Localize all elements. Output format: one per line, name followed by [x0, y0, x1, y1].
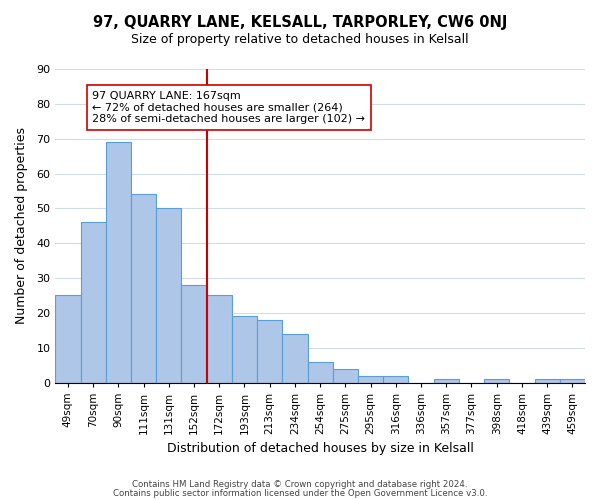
Bar: [232, 316, 257, 382]
Bar: [383, 376, 409, 382]
Bar: [333, 368, 358, 382]
Bar: [156, 208, 181, 382]
Text: Contains public sector information licensed under the Open Government Licence v3: Contains public sector information licen…: [113, 488, 487, 498]
Bar: [257, 320, 283, 382]
X-axis label: Distribution of detached houses by size in Kelsall: Distribution of detached houses by size …: [167, 442, 473, 455]
Bar: [560, 379, 585, 382]
Bar: [434, 379, 459, 382]
Bar: [484, 379, 509, 382]
Bar: [358, 376, 383, 382]
Text: Size of property relative to detached houses in Kelsall: Size of property relative to detached ho…: [131, 32, 469, 46]
Bar: [55, 296, 80, 382]
Bar: [283, 334, 308, 382]
Bar: [131, 194, 156, 382]
Bar: [181, 285, 206, 382]
Y-axis label: Number of detached properties: Number of detached properties: [15, 128, 28, 324]
Bar: [535, 379, 560, 382]
Bar: [80, 222, 106, 382]
Text: Contains HM Land Registry data © Crown copyright and database right 2024.: Contains HM Land Registry data © Crown c…: [132, 480, 468, 489]
Text: 97, QUARRY LANE, KELSALL, TARPORLEY, CW6 0NJ: 97, QUARRY LANE, KELSALL, TARPORLEY, CW6…: [93, 15, 507, 30]
Bar: [308, 362, 333, 382]
Bar: [106, 142, 131, 382]
Bar: [206, 296, 232, 382]
Text: 97 QUARRY LANE: 167sqm
← 72% of detached houses are smaller (264)
28% of semi-de: 97 QUARRY LANE: 167sqm ← 72% of detached…: [92, 91, 365, 124]
